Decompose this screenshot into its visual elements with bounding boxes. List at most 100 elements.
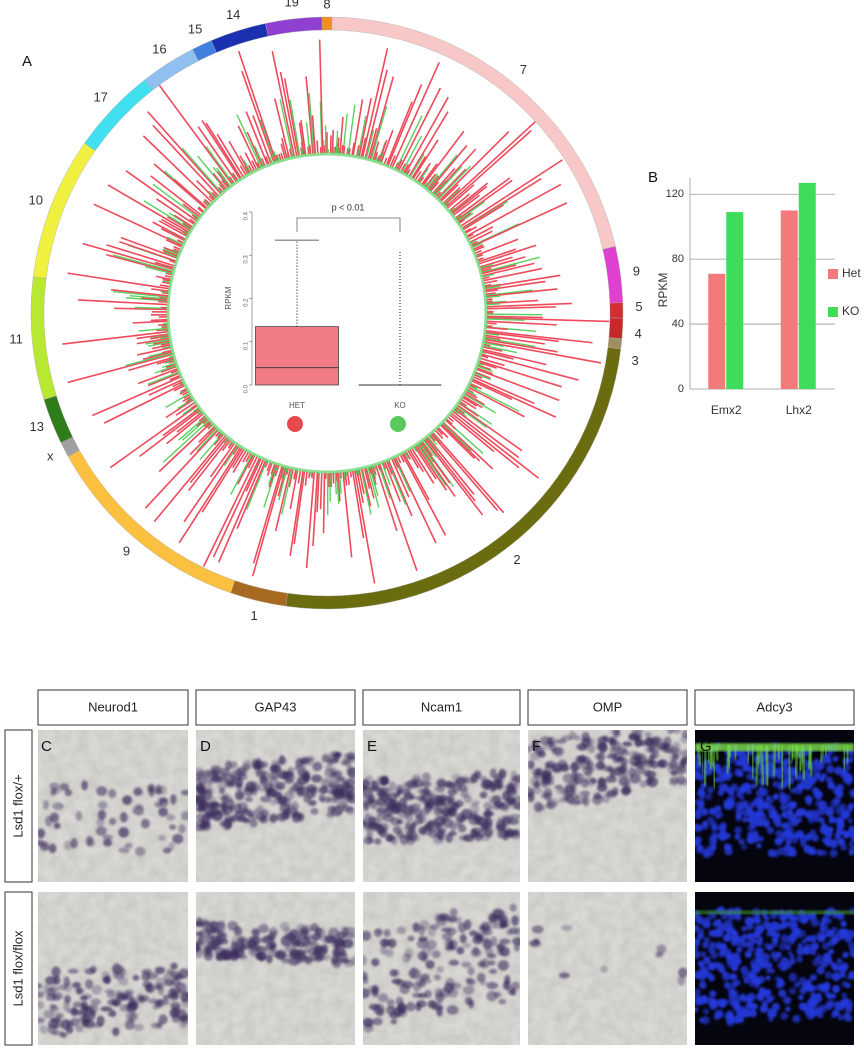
nucleus [778, 989, 786, 997]
stained-cell [379, 827, 387, 838]
stained-cell [305, 936, 317, 945]
nucleus [842, 952, 848, 958]
stained-cell [360, 955, 367, 965]
nucleus [822, 942, 829, 949]
nucleus [742, 971, 750, 979]
stained-cell [360, 931, 371, 941]
stained-cell [461, 789, 469, 798]
stained-cell [463, 986, 474, 995]
stained-cell [96, 826, 107, 835]
nucleus [723, 799, 729, 805]
stained-cell [361, 976, 368, 984]
nucleus [832, 972, 841, 981]
stained-cell [140, 995, 149, 1002]
stained-cell [471, 800, 480, 806]
nucleus [756, 843, 761, 848]
stained-cell [157, 999, 169, 1005]
stained-cell [575, 735, 581, 740]
stained-cell [231, 775, 242, 781]
stained-cell [447, 1005, 459, 1015]
stained-cell [278, 757, 287, 764]
expression-bar [312, 472, 313, 478]
stained-cell [65, 789, 72, 796]
micrograph [691, 730, 857, 882]
stained-cell [682, 730, 692, 739]
stained-cell [112, 963, 122, 974]
nucleus [780, 794, 785, 799]
stained-cell [441, 927, 451, 932]
nucleus [827, 832, 832, 837]
micrograph [191, 730, 361, 882]
stained-cell [124, 843, 132, 848]
stained-cell [497, 817, 507, 822]
nucleus [796, 956, 803, 963]
nucleus [764, 943, 771, 950]
nucleus [818, 1005, 827, 1014]
stained-cell [171, 1007, 180, 1016]
nucleus [799, 977, 807, 985]
stained-cell [331, 956, 339, 964]
nucleus [796, 913, 805, 922]
stained-cell [256, 951, 267, 961]
stained-cell [479, 776, 488, 781]
stained-cell [527, 760, 534, 769]
stained-cell [435, 822, 442, 830]
nucleus [772, 1003, 780, 1011]
stained-cell [545, 792, 552, 802]
stained-cell [81, 993, 92, 999]
stained-cell [205, 946, 211, 953]
stained-cell [667, 727, 673, 734]
stained-cell [622, 741, 632, 746]
nucleus [772, 817, 779, 824]
expression-bar [487, 304, 500, 305]
group-marker [287, 416, 303, 432]
stained-cell [178, 824, 185, 833]
stained-cell [376, 787, 387, 796]
stained-cell [459, 835, 469, 841]
nucleus [799, 1002, 807, 1010]
stained-cell [496, 943, 506, 949]
nucleus [790, 954, 795, 959]
nucleus [842, 993, 847, 998]
gene-header: OMP [593, 699, 623, 714]
nucleus [797, 943, 802, 948]
stained-cell [682, 749, 690, 759]
stained-cell [503, 981, 509, 990]
stained-cell [145, 984, 152, 992]
nucleus [826, 930, 834, 938]
stained-cell [308, 800, 316, 806]
nucleus [715, 942, 723, 950]
stained-cell [412, 993, 422, 998]
stained-cell [529, 940, 541, 947]
nucleus [817, 993, 822, 998]
stained-cell [418, 936, 428, 941]
stained-cell [90, 966, 97, 974]
expression-bar [487, 307, 556, 309]
stained-cell [230, 815, 238, 823]
chromosome-label: x [47, 449, 54, 464]
stained-cell [68, 969, 79, 974]
y-axis-label: RPKM [656, 273, 670, 308]
nucleus [773, 793, 779, 799]
green-band [695, 743, 854, 751]
nucleus [717, 931, 723, 937]
y-tick-label: 0.2 [244, 298, 250, 307]
stained-cell [425, 960, 434, 969]
stained-cell [129, 1012, 138, 1022]
nucleus [790, 924, 797, 931]
stained-cell [98, 801, 108, 809]
expression-bar [482, 352, 486, 353]
nucleus [700, 968, 709, 977]
stained-cell [52, 994, 61, 1001]
nucleus [702, 997, 707, 1002]
expression-bar [384, 158, 386, 164]
nucleus [826, 918, 832, 924]
nucleus [706, 845, 713, 852]
stained-cell [288, 787, 294, 794]
stained-cell [222, 819, 232, 830]
nucleus [849, 789, 856, 796]
stained-cell [237, 816, 247, 823]
stained-cell [181, 790, 191, 796]
stained-cell [269, 931, 277, 936]
stained-cell [391, 1019, 397, 1024]
